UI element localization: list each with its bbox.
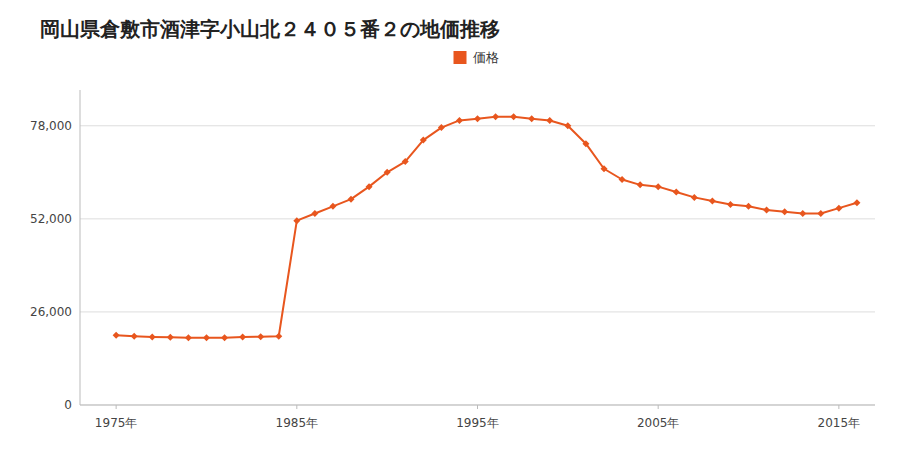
marker bbox=[817, 210, 824, 217]
marker bbox=[239, 333, 246, 340]
y-axis: 0 26,000 52,000 78,000 bbox=[30, 90, 875, 412]
marker bbox=[185, 334, 192, 341]
grid-line bbox=[80, 311, 875, 312]
marker bbox=[257, 333, 264, 340]
marker bbox=[637, 181, 644, 188]
chart: 岡山県倉敷市酒津字小山北２４０５番２の地価推移 0 26,000 52,000 78,0… bbox=[0, 0, 900, 450]
marker bbox=[492, 113, 499, 120]
x-tick-label: 1995年 bbox=[456, 416, 499, 430]
marker bbox=[366, 183, 373, 190]
marker bbox=[438, 124, 445, 131]
y-tick-label: 52,000 bbox=[30, 212, 72, 226]
marker bbox=[348, 196, 355, 203]
x-axis: 1975年 1985年 1995年 2005年 2015年 bbox=[80, 405, 875, 430]
marker bbox=[799, 210, 806, 217]
y-axis-line bbox=[80, 90, 81, 405]
x-tick bbox=[477, 405, 478, 409]
x-tick-label: 1975年 bbox=[95, 416, 138, 430]
marker bbox=[420, 137, 427, 144]
marker bbox=[311, 210, 318, 217]
marker bbox=[510, 113, 517, 120]
line bbox=[116, 117, 857, 338]
marker bbox=[221, 334, 228, 341]
plot-area bbox=[113, 113, 861, 341]
marker bbox=[293, 217, 300, 224]
marker bbox=[564, 122, 571, 129]
y-tick-label: 0 bbox=[64, 398, 72, 412]
marker bbox=[167, 334, 174, 341]
marker bbox=[709, 197, 716, 204]
marker bbox=[528, 115, 535, 122]
marker bbox=[673, 189, 680, 196]
y-tick-label: 78,000 bbox=[30, 119, 72, 133]
x-tick bbox=[296, 405, 297, 409]
legend: 価格 bbox=[454, 50, 499, 65]
marker bbox=[402, 158, 409, 165]
marker bbox=[149, 333, 156, 340]
marker bbox=[835, 205, 842, 212]
marker bbox=[691, 194, 698, 201]
marker bbox=[131, 333, 138, 340]
marker bbox=[474, 115, 481, 122]
marker bbox=[329, 203, 336, 210]
background bbox=[0, 0, 900, 450]
marker bbox=[745, 203, 752, 210]
marker bbox=[619, 176, 626, 183]
marker bbox=[384, 169, 391, 176]
marker bbox=[763, 206, 770, 213]
legend-swatch bbox=[454, 51, 467, 64]
marker bbox=[546, 117, 553, 124]
x-tick bbox=[658, 405, 659, 409]
grid-line bbox=[80, 218, 875, 219]
marker bbox=[203, 334, 210, 341]
marker bbox=[456, 117, 463, 124]
marker bbox=[655, 183, 662, 190]
grid-line bbox=[80, 125, 875, 126]
marker bbox=[853, 199, 860, 206]
x-tick-label: 2015年 bbox=[818, 416, 861, 430]
marker bbox=[781, 208, 788, 215]
marker bbox=[727, 201, 734, 208]
x-tick-label: 2005年 bbox=[637, 416, 680, 430]
marker bbox=[600, 165, 607, 172]
marker bbox=[582, 140, 589, 147]
x-tick bbox=[838, 405, 839, 409]
y-tick-label: 26,000 bbox=[30, 305, 72, 319]
x-tick-label: 1985年 bbox=[276, 416, 319, 430]
marker bbox=[113, 332, 120, 339]
x-tick bbox=[116, 405, 117, 409]
marker bbox=[275, 333, 282, 340]
title: 岡山県倉敷市酒津字小山北２４０５番２の地価推移 bbox=[40, 17, 500, 41]
legend-label: 価格 bbox=[473, 50, 499, 65]
